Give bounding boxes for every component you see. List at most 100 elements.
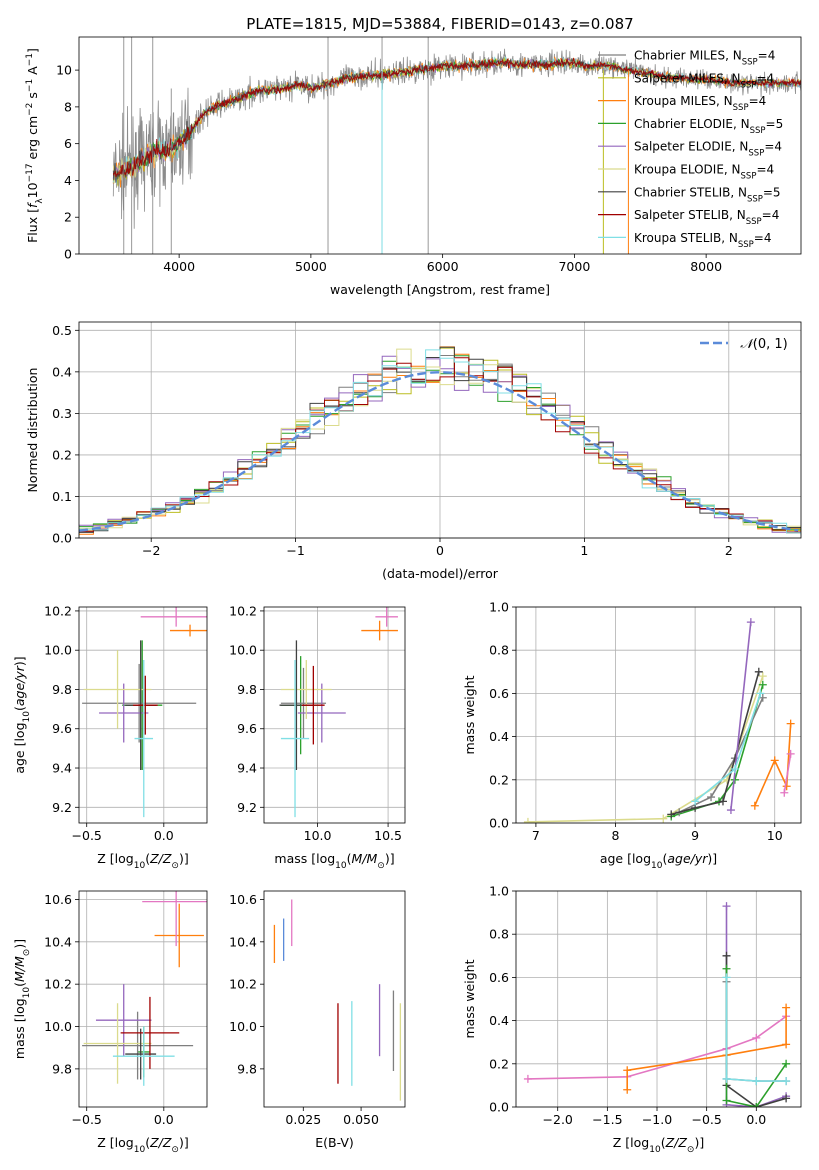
y-tick-label: 0.0 [52,531,72,546]
label-run: )] [385,851,395,866]
y-tick-label: 9.8 [237,1061,257,1076]
weight-marker [752,1077,761,1086]
legend-label: Chabrier ELODIE, NSSP=5 [634,117,783,136]
weight-marker [758,680,767,689]
y-tick-label: 0.4 [489,729,509,744]
x-tick-label: −1.0 [642,1112,672,1127]
weight-marker [722,973,731,982]
y-tick-label: 9.4 [52,761,72,776]
weight-marker [722,902,731,911]
label-run: −1 [25,79,35,92]
label-run: 10 [22,987,32,999]
weight-marker [722,1074,731,1083]
x-tick-label: 9 [691,828,699,843]
spectrum-series [112,57,801,178]
x-axis-label: wavelength [Angstrom, rest frame] [330,282,550,297]
weight-marker [691,797,700,806]
legend-label: Salpeter STELIB, NSSP=4 [634,208,779,227]
y-tick-label: 9.6 [237,721,257,736]
normal-curve [79,371,799,532]
weight-marker [707,793,716,802]
weight-series [754,723,792,807]
y-tick-label: 0.2 [489,1056,509,1071]
y-tick-label: 0.6 [489,970,509,985]
y-axis-label: age [log10(age/yr)] [12,656,32,773]
y-axis-label: Flux [fλ10−17 erg cm−2 s−1 A−1] [25,48,45,243]
y-tick-label: 10.0 [229,643,257,658]
x-tick-label: −0.5 [72,828,102,843]
weight-series [730,622,752,811]
error-bars [273,899,402,1101]
y-tick-label: 9.6 [52,721,72,736]
label-run: f [25,202,40,208]
weight-marker [782,1059,791,1068]
y-tick-label: 10.4 [229,934,257,949]
y-tick-label: 0.0 [489,1100,509,1115]
x-tick-label: −0.5 [691,1112,721,1127]
x-axis-label: (data-model)/error [382,566,499,581]
legend: Chabrier MILES, NSSP=4 Salpeter MILES, NS… [598,49,783,250]
weight-marker [523,817,532,823]
weight-marker [770,756,779,765]
weight-marker [752,1103,761,1107]
weight-marker [754,667,763,676]
y-axis-label: mass [log10(M/M⊙)] [12,939,32,1059]
weight-marker [750,801,759,810]
y-tick-label: 0.2 [489,772,509,787]
weight-marker [782,1040,791,1049]
label-run: ( [662,851,667,866]
label-run: Z [log [613,1135,649,1150]
weight-marker [786,749,795,758]
label-run: age/yr [667,851,708,866]
label-run: )] [12,939,27,949]
label-run: 10 [134,861,146,871]
weight-series [725,977,787,1082]
y-tick-label: 9.2 [52,800,72,815]
weight-marker [523,1074,532,1083]
weight-series [783,753,792,793]
label-run: )] [179,1135,189,1150]
label-run: ⊙ [687,1145,695,1155]
age-vs-z-panel: −0.5 0.09.29.49.69.810.010.2Z [log10(Z/Z⊙… [12,603,208,871]
legend-label: Salpeter MILES, NSSP=4 [634,71,774,90]
x-tick-label: 8000 [690,259,722,274]
weight-marker [667,810,676,819]
y-tick-label: 9.8 [52,1061,72,1076]
label-run: ⊙ [171,861,179,871]
x-axis-label: Z [log10(Z/Z⊙)] [97,851,188,871]
weight-marker [758,693,767,702]
weight-marker [659,814,668,823]
weight-marker [782,1077,791,1086]
label-run: ⊙ [171,1145,179,1155]
y-tick-label: 0.2 [52,447,72,462]
label-run: Z [log [97,1135,133,1150]
x-tick-label: −0.5 [72,1112,102,1127]
x-tick-label: 7000 [558,259,590,274]
y-tick-label: 9.8 [52,682,72,697]
y-tick-label: 10.2 [229,603,257,618]
weight-marker [730,765,739,773]
spectrum-lines [112,37,801,254]
error-bars [82,891,207,1086]
mass-vs-z-panel: −0.5 0.09.810.010.210.410.6Z [log10(Z/Z⊙)… [12,890,208,1155]
error-bars [279,607,398,818]
y-tick-label: 10.0 [229,1019,257,1034]
weight-series [670,671,760,816]
label-run: )] [707,851,717,866]
weight-marker [722,1096,731,1105]
y-tick-label: 10 [56,63,72,78]
label-run: ( [12,706,27,711]
massweight-vs-z-panel: −2.0 −1.5 −1.0 −0.5 0.0 0.0 0.2 0.4 0.6 0.8 1.0 Z [… [462,884,802,1155]
label-run: Z/Z [149,1135,172,1150]
y-tick-label: 9.8 [237,682,257,697]
label-run: λ [35,198,45,204]
label-run: A [25,66,40,79]
label-run: M/M [352,851,378,866]
y-tick-label: 9.2 [237,800,257,815]
label-run: ( [661,1135,666,1150]
label-run: s [25,92,40,103]
label-run: E(B-V) [315,1135,354,1150]
label-run: −17 [25,163,35,182]
weight-lines [523,618,795,823]
y-tick-label: 2 [64,210,72,225]
